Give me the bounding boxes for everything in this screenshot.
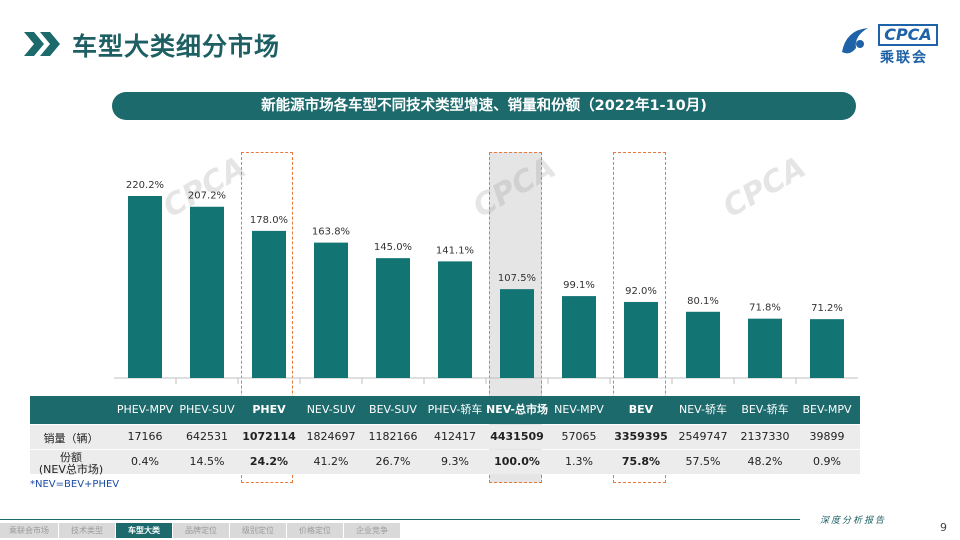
bar-NEV-轿车 (686, 311, 720, 378)
cell-share: 9.3% (441, 455, 469, 468)
highlight-box-phev (241, 152, 293, 483)
cell-share: 100.0% (494, 455, 540, 468)
row-label-share: 份额 (60, 451, 82, 464)
page-number: 9 (940, 521, 947, 534)
chevron-double-icon (24, 32, 60, 56)
data-label: 80.1% (687, 296, 719, 307)
column-header: PHEV-MPV (116, 403, 174, 416)
column-header: BEV-轿车 (741, 403, 789, 416)
cell-sales: 1182166 (368, 430, 418, 443)
data-label: 207.2% (188, 191, 226, 202)
column-header: NEV-总市场 (486, 403, 548, 416)
cell-sales: 4431509 (490, 430, 544, 443)
data-label: 107.5% (498, 273, 536, 284)
data-label: 71.2% (811, 303, 843, 314)
section-nav: 乘联会市场 技术类型 车型大类 品牌定位 级别定位 价格定位 企业竞争 (0, 523, 401, 538)
divider (0, 519, 800, 520)
column-header: PHEV (252, 403, 286, 416)
data-label: 163.8% (312, 227, 350, 238)
data-label: 92.0% (625, 286, 657, 297)
nav-item[interactable]: 车型大类 (116, 523, 172, 538)
cpca-logo-swirl-icon (842, 28, 868, 54)
highlight-box-bev (613, 152, 666, 483)
data-label: 71.8% (749, 303, 781, 314)
data-label: 141.1% (436, 245, 474, 256)
column-header: NEV-MPV (554, 403, 604, 416)
column-header: PHEV-SUV (179, 403, 235, 416)
column-header: NEV-SUV (306, 403, 356, 416)
bar-BEV-MPV (810, 319, 844, 378)
chart-title-banner: 新能源市场各车型不同技术类型增速、销量和份额（2022年1-10月) (112, 92, 856, 120)
cell-sales: 2549747 (678, 430, 728, 443)
cell-sales: 642531 (186, 430, 228, 443)
bar-BEV (624, 301, 658, 378)
table-row-share-bg (30, 450, 860, 474)
cell-sales: 3359395 (614, 430, 668, 443)
cell-share: 41.2% (313, 455, 349, 468)
nav-item[interactable]: 级别定位 (230, 523, 286, 538)
bar-PHEV-轿车 (438, 261, 472, 378)
bar-NEV-MPV (562, 296, 596, 378)
column-header: NEV-轿车 (678, 403, 728, 416)
cpca-logo-cn: 乘联会 (880, 50, 928, 66)
cell-share: 0.4% (131, 455, 159, 468)
cell-share: 26.7% (375, 455, 411, 468)
cell-sales: 1824697 (306, 430, 356, 443)
column-header: BEV-MPV (802, 403, 852, 416)
nav-item[interactable]: 技术类型 (59, 523, 115, 538)
data-label: 220.2% (126, 180, 164, 191)
column-header: BEV-SUV (369, 403, 417, 416)
cell-share: 0.9% (813, 455, 841, 468)
bar-PHEV-MPV (128, 196, 162, 378)
bar-PHEV (252, 230, 286, 378)
cell-sales: 2137330 (740, 430, 790, 443)
cpca-logo: CPCA (878, 24, 938, 46)
cell-sales: 1072114 (242, 430, 296, 443)
cell-sales: 17166 (127, 430, 163, 443)
bar-NEV-SUV (314, 242, 348, 378)
cell-share: 75.8% (621, 455, 661, 468)
bar-NEV-总市场 (500, 289, 534, 378)
cell-share: 1.3% (565, 455, 593, 468)
column-header: BEV (628, 403, 654, 416)
column-header: PHEV-轿车 (427, 403, 483, 416)
bar-PHEV-SUV (190, 206, 224, 378)
nav-item[interactable]: 品牌定位 (173, 523, 229, 538)
bar-BEV-轿车 (748, 318, 782, 378)
cell-sales: 57065 (561, 430, 597, 443)
cell-sales: 39899 (809, 430, 845, 443)
cell-share: 48.2% (747, 455, 783, 468)
page-title: 车型大类细分市场 (72, 32, 281, 61)
table-row-sales-bg (30, 425, 860, 449)
nav-item[interactable]: 乘联会市场 (0, 523, 58, 538)
data-label: 178.0% (250, 215, 288, 226)
nav-item[interactable]: 企业竞争 (344, 523, 400, 538)
data-label: 99.1% (563, 280, 595, 291)
row-label-share-sub: (NEV总市场) (38, 463, 104, 476)
cell-sales: 412417 (434, 430, 476, 443)
tagline: 深度分析报告 (820, 516, 887, 526)
footnote: *NEV=BEV+PHEV (30, 479, 120, 490)
data-label: 145.0% (374, 242, 412, 253)
cell-share: 57.5% (685, 455, 721, 468)
bar-BEV-SUV (376, 258, 410, 378)
cell-share: 24.2% (249, 455, 289, 468)
nav-item[interactable]: 价格定位 (287, 523, 343, 538)
cell-share: 14.5% (189, 455, 225, 468)
table-header-bar (30, 396, 860, 424)
row-label-sales: 销量（辆） (43, 432, 99, 445)
